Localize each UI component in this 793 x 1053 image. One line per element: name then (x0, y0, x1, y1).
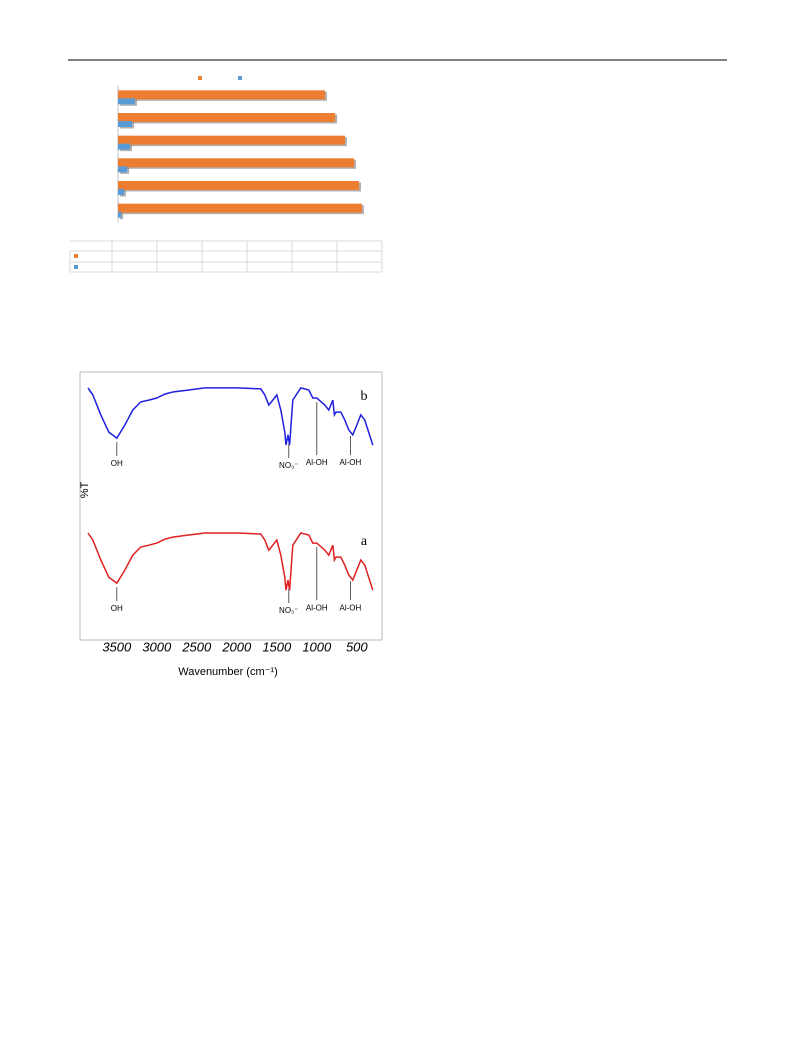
annotation-label: OH (111, 459, 123, 468)
bar (118, 166, 128, 173)
table-marker (74, 254, 78, 258)
x-tick-label: 3000 (142, 639, 172, 654)
spectrum-line (87, 532, 374, 591)
bar (118, 211, 122, 218)
series-label: a (361, 534, 368, 549)
annotation-label: Al-OH (340, 458, 362, 467)
bar (118, 121, 133, 127)
bar-shadow (120, 213, 124, 220)
spectrum-line (87, 387, 374, 446)
x-tick-label: 2500 (181, 639, 212, 654)
annotation-label: OH (111, 604, 123, 613)
annotation-label: Al-OH (306, 603, 328, 612)
bar (118, 158, 355, 168)
bar (118, 113, 336, 122)
x-tick-label: 500 (346, 639, 368, 654)
x-tick-label: 1000 (302, 639, 332, 654)
legend-marker (198, 76, 202, 80)
bar (118, 90, 325, 100)
series-label: b (361, 389, 368, 404)
y-axis-label: %T (79, 481, 91, 498)
annotation-label: Al-OH (306, 458, 328, 467)
figure-frame (79, 371, 383, 641)
x-tick-label: 2000 (221, 639, 252, 654)
bar (118, 189, 124, 195)
bar (118, 98, 135, 105)
annotation-label: NO₃⁻ (279, 606, 298, 615)
bar (118, 143, 130, 150)
x-axis-label: Wavenumber (cm⁻¹) (178, 666, 278, 678)
annotation-label: NO₃⁻ (279, 461, 298, 470)
legend-marker (238, 76, 242, 80)
x-tick-label: 3500 (102, 639, 132, 654)
bar (118, 203, 362, 213)
bar (118, 181, 360, 190)
bar (118, 135, 345, 145)
x-tick-label: 1500 (262, 639, 292, 654)
table-marker (74, 265, 78, 269)
annotation-label: Al-OH (340, 603, 362, 612)
